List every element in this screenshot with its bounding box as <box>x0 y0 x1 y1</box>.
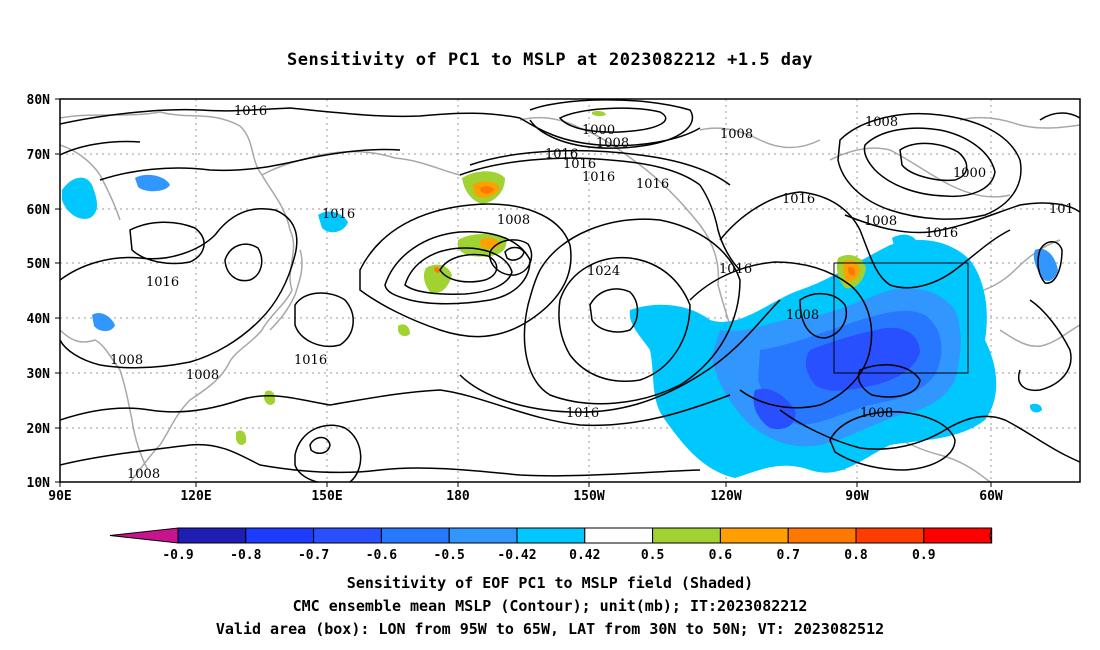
valid-area-box <box>833 262 969 374</box>
plot-frame <box>59 98 1081 483</box>
contour-label: 1008 <box>720 127 753 142</box>
colorbar-label: 0.6 <box>709 548 733 563</box>
colorbar-label: -0.5 <box>434 548 465 563</box>
lat-label: 80N <box>27 93 51 108</box>
contour-label: 1000 <box>953 166 986 181</box>
contour-label: 1016 <box>563 157 596 172</box>
colorbar-swatch <box>380 527 450 544</box>
positive-region <box>848 267 856 276</box>
positive-region <box>423 264 452 294</box>
contour-label: 1016 <box>146 275 179 290</box>
lon-label: 150W <box>573 489 604 504</box>
colorbar-high-arrow <box>989 527 993 544</box>
contour-label: 1024 <box>587 264 620 279</box>
positive-region <box>236 430 247 445</box>
lon-label: 180 <box>446 489 470 504</box>
lon-label: 60W <box>979 489 1003 504</box>
contour-label: 1008 <box>127 467 160 482</box>
contour-label: 1016 <box>925 226 958 241</box>
lat-label: 50N <box>27 257 51 272</box>
positive-region <box>264 390 276 405</box>
colorbar-label: 0.7 <box>776 548 799 563</box>
contour-label: 1008 <box>864 214 897 229</box>
lat-label: 10N <box>27 476 51 491</box>
colorbar-swatch <box>719 527 789 544</box>
axis-ticks <box>55 98 992 487</box>
colorbar-label: 0.9 <box>912 548 935 563</box>
colorbar-label: -0.8 <box>230 548 261 563</box>
contour-label: 1016 <box>782 192 815 207</box>
positive-region <box>434 267 441 273</box>
contour-label: 101 <box>1049 202 1074 217</box>
caption-line-1: Sensitivity of EOF PC1 to MSLP field (Sh… <box>346 574 754 592</box>
contour-label: 1008 <box>497 213 530 228</box>
colorbar-label: -0.7 <box>298 548 329 563</box>
caption-line-3: Valid area (box): LON from 95W to 65W, L… <box>215 620 885 638</box>
contour-label: 1016 <box>234 104 267 119</box>
contour-label: 1016 <box>719 262 752 277</box>
colorbar-swatch <box>652 527 721 544</box>
lon-label: 90W <box>845 489 869 504</box>
contour-label: 1000 <box>582 123 615 138</box>
contour-label: 1016 <box>545 147 578 162</box>
caption-line-2: CMC ensemble mean MSLP (Contour); unit(m… <box>292 597 808 615</box>
mslp-contours <box>60 99 1080 482</box>
negative-region <box>62 177 97 219</box>
negative-region <box>135 174 170 192</box>
negative-region <box>753 388 796 430</box>
contour-label: 1008 <box>110 353 143 368</box>
contour-label: 1016 <box>566 406 599 421</box>
lat-label: 20N <box>27 422 51 437</box>
positive-region <box>398 324 410 337</box>
lon-label: 150E <box>311 489 342 504</box>
contour-label: 1008 <box>865 115 898 130</box>
contour-label: 1016 <box>582 170 615 185</box>
lat-label: 70N <box>27 148 51 163</box>
grid-lines <box>60 99 1080 482</box>
lat-label: 60N <box>27 203 51 218</box>
colorbar-label: 0.42 <box>569 548 600 563</box>
negative-region <box>892 234 918 249</box>
colorbar: -0.9 -0.8 -0.7 -0.6 -0.5 -0.42 0.42 0.5 0.6 0.7 0.… <box>109 527 993 563</box>
longitude-labels: 90E 120E 150E 180 150W 120W 90W 60W <box>48 489 1003 504</box>
contour-label: 1016 <box>322 207 355 222</box>
colorbar-label: -0.9 <box>162 548 193 563</box>
colorbar-swatch <box>313 527 382 544</box>
colorbar-swatch <box>923 527 993 544</box>
lon-label: 120E <box>180 489 211 504</box>
contour-labels: 1016 1000 1008 1016 1016 1016 1016 1008 … <box>110 104 1074 482</box>
colorbar-swatch <box>245 527 315 544</box>
contour-label: 1016 <box>294 353 327 368</box>
negative-region <box>318 211 348 233</box>
contour-label: 1008 <box>596 136 629 151</box>
contour-label: 1008 <box>186 368 219 383</box>
sensitivity-shading <box>62 111 1058 478</box>
lat-label: 40N <box>27 312 51 327</box>
lat-label: 30N <box>27 367 51 382</box>
positive-region <box>480 186 494 194</box>
colorbar-swatch <box>787 527 857 544</box>
contour-label: 1016 <box>636 177 669 192</box>
lon-label: 90E <box>48 489 71 504</box>
chart-title: Sensitivity of PC1 to MSLP at 2023082212… <box>286 50 813 70</box>
negative-region <box>92 313 115 332</box>
contour-label: 1008 <box>860 406 893 421</box>
contour-label: 1008 <box>786 308 819 323</box>
negative-region <box>1030 403 1042 413</box>
colorbar-swatch <box>516 527 586 544</box>
colorbar-swatch <box>855 527 925 544</box>
colorbar-swatch <box>177 527 247 544</box>
colorbar-label: 0.5 <box>641 548 664 563</box>
positive-region <box>592 111 606 117</box>
colorbar-low-arrow <box>109 527 179 544</box>
colorbar-swatch <box>448 527 518 544</box>
colorbar-label: -0.6 <box>366 548 397 563</box>
colorbar-swatch <box>584 527 654 544</box>
colorbar-label: -0.42 <box>497 548 536 563</box>
latitude-labels: 80N 70N 60N 50N 40N 30N 20N 10N <box>27 93 51 491</box>
colorbar-label: 0.8 <box>844 548 868 563</box>
lon-label: 120W <box>710 489 741 504</box>
